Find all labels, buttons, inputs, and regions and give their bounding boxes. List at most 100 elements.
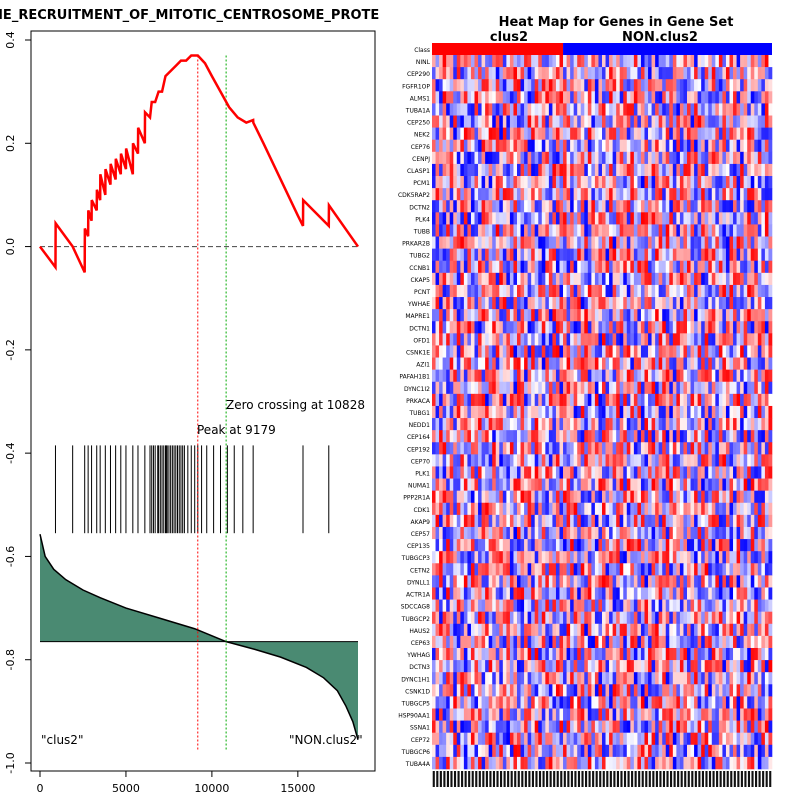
heatmap-cell	[566, 418, 571, 431]
heatmap-cell	[492, 635, 497, 649]
heatmap-cell	[605, 526, 610, 540]
heatmap-cell	[478, 502, 482, 516]
heatmap-cell	[563, 490, 567, 504]
heatmap-cell	[478, 163, 482, 177]
heatmap-cell	[439, 284, 443, 298]
heatmap-cell	[754, 405, 759, 419]
heatmap-cell	[584, 526, 589, 540]
heatmap-cell	[591, 405, 596, 419]
heatmap-cell	[470, 660, 475, 673]
heatmap-cell	[651, 333, 656, 346]
heatmap-cell	[743, 357, 748, 370]
heatmap-cell	[442, 635, 447, 649]
heatmap-cell	[640, 284, 645, 298]
heatmap-cell	[630, 188, 635, 201]
heatmap-cell	[725, 502, 730, 516]
heatmap-cell	[640, 260, 645, 274]
heatmap-cell	[563, 611, 567, 625]
heatmap-cell	[658, 611, 663, 625]
heatmap-cell	[460, 466, 465, 479]
heatmap-cell	[506, 623, 511, 637]
heatmap-cell	[644, 224, 649, 237]
heatmap-cell	[715, 333, 720, 346]
heatmap-cell	[683, 115, 688, 128]
heatmap-cell	[651, 563, 656, 576]
heatmap-cell	[640, 224, 645, 237]
heatmap-cell	[736, 297, 741, 310]
heatmap-cell	[499, 212, 504, 225]
heatmap-cell	[633, 91, 638, 104]
heatmap-cell	[715, 478, 720, 491]
heatmap-cell	[580, 551, 585, 564]
heatmap-cell	[757, 587, 762, 600]
heatmap-cell	[644, 321, 649, 334]
heatmap-cell	[651, 188, 656, 201]
heatmap-cell	[605, 599, 610, 612]
heatmap-cell	[563, 478, 567, 491]
heatmap-cell	[750, 55, 755, 68]
heatmap-cell	[591, 647, 596, 661]
heatmap-cell	[740, 200, 744, 213]
heatmap-cell	[580, 151, 585, 165]
heatmap-cell	[552, 188, 557, 201]
heatmap-cell	[481, 575, 486, 588]
heatmap-cell	[637, 647, 642, 661]
heatmap-cell	[637, 575, 642, 588]
heatmap-cell	[708, 297, 713, 310]
heatmap-cell	[718, 369, 723, 383]
heatmap-cell	[541, 551, 546, 564]
heatmap-cell	[747, 490, 752, 504]
heatmap-cell	[602, 418, 606, 431]
heatmap-cell	[474, 345, 479, 358]
heatmap-cell	[531, 212, 536, 225]
heatmap-cell	[446, 309, 451, 322]
heatmap-cell	[633, 454, 638, 467]
heatmap-cell	[768, 381, 773, 395]
heatmap-cell	[453, 405, 458, 419]
heatmap-cell	[676, 321, 681, 334]
heatmap-cell	[669, 369, 674, 383]
heatmap-cell	[637, 309, 642, 322]
heatmap-cell	[548, 321, 553, 334]
heatmap-cell	[442, 309, 447, 322]
heatmap-cell	[633, 647, 638, 661]
heatmap-cell	[555, 599, 560, 612]
heatmap-cell	[750, 163, 755, 177]
heatmap-cell	[697, 563, 702, 576]
heatmap-cell	[495, 418, 500, 431]
heatmap-cell	[679, 321, 684, 334]
heatmap-cell	[517, 321, 521, 334]
heatmap-cell	[495, 660, 500, 673]
heatmap-cell	[559, 478, 564, 491]
heatmap-cell	[566, 236, 571, 249]
heatmap-cell	[463, 297, 468, 310]
heatmap-cell	[481, 200, 486, 213]
heatmap-cell	[715, 405, 720, 419]
heatmap-cell	[704, 587, 709, 600]
heatmap-cell	[566, 587, 571, 600]
heatmap-cell	[644, 67, 649, 80]
heatmap-cell	[757, 514, 762, 528]
heatmap-cell	[708, 587, 713, 600]
heatmap-cell	[488, 224, 493, 237]
heatmap-cell	[534, 236, 539, 249]
heatmap-cell	[637, 151, 642, 165]
heatmap-cell	[439, 236, 443, 249]
heatmap-cell	[630, 127, 635, 141]
heatmap-cell	[566, 647, 571, 661]
heatmap-cell	[432, 611, 436, 625]
heatmap-cell	[509, 587, 514, 600]
heatmap-cell	[750, 381, 755, 395]
heatmap-cell	[474, 236, 479, 249]
heatmap-cell	[559, 357, 564, 370]
heatmap-cell	[495, 127, 500, 141]
heatmap-cell	[757, 647, 762, 661]
heatmap-cell	[538, 357, 543, 370]
heatmap-cell	[506, 575, 511, 588]
heatmap-cell	[517, 357, 521, 370]
heatmap-cell	[768, 103, 773, 116]
heatmap-cell	[531, 333, 536, 346]
heatmap-cell	[740, 575, 744, 588]
heatmap-cell	[517, 490, 521, 504]
heatmap-cell	[633, 623, 638, 637]
